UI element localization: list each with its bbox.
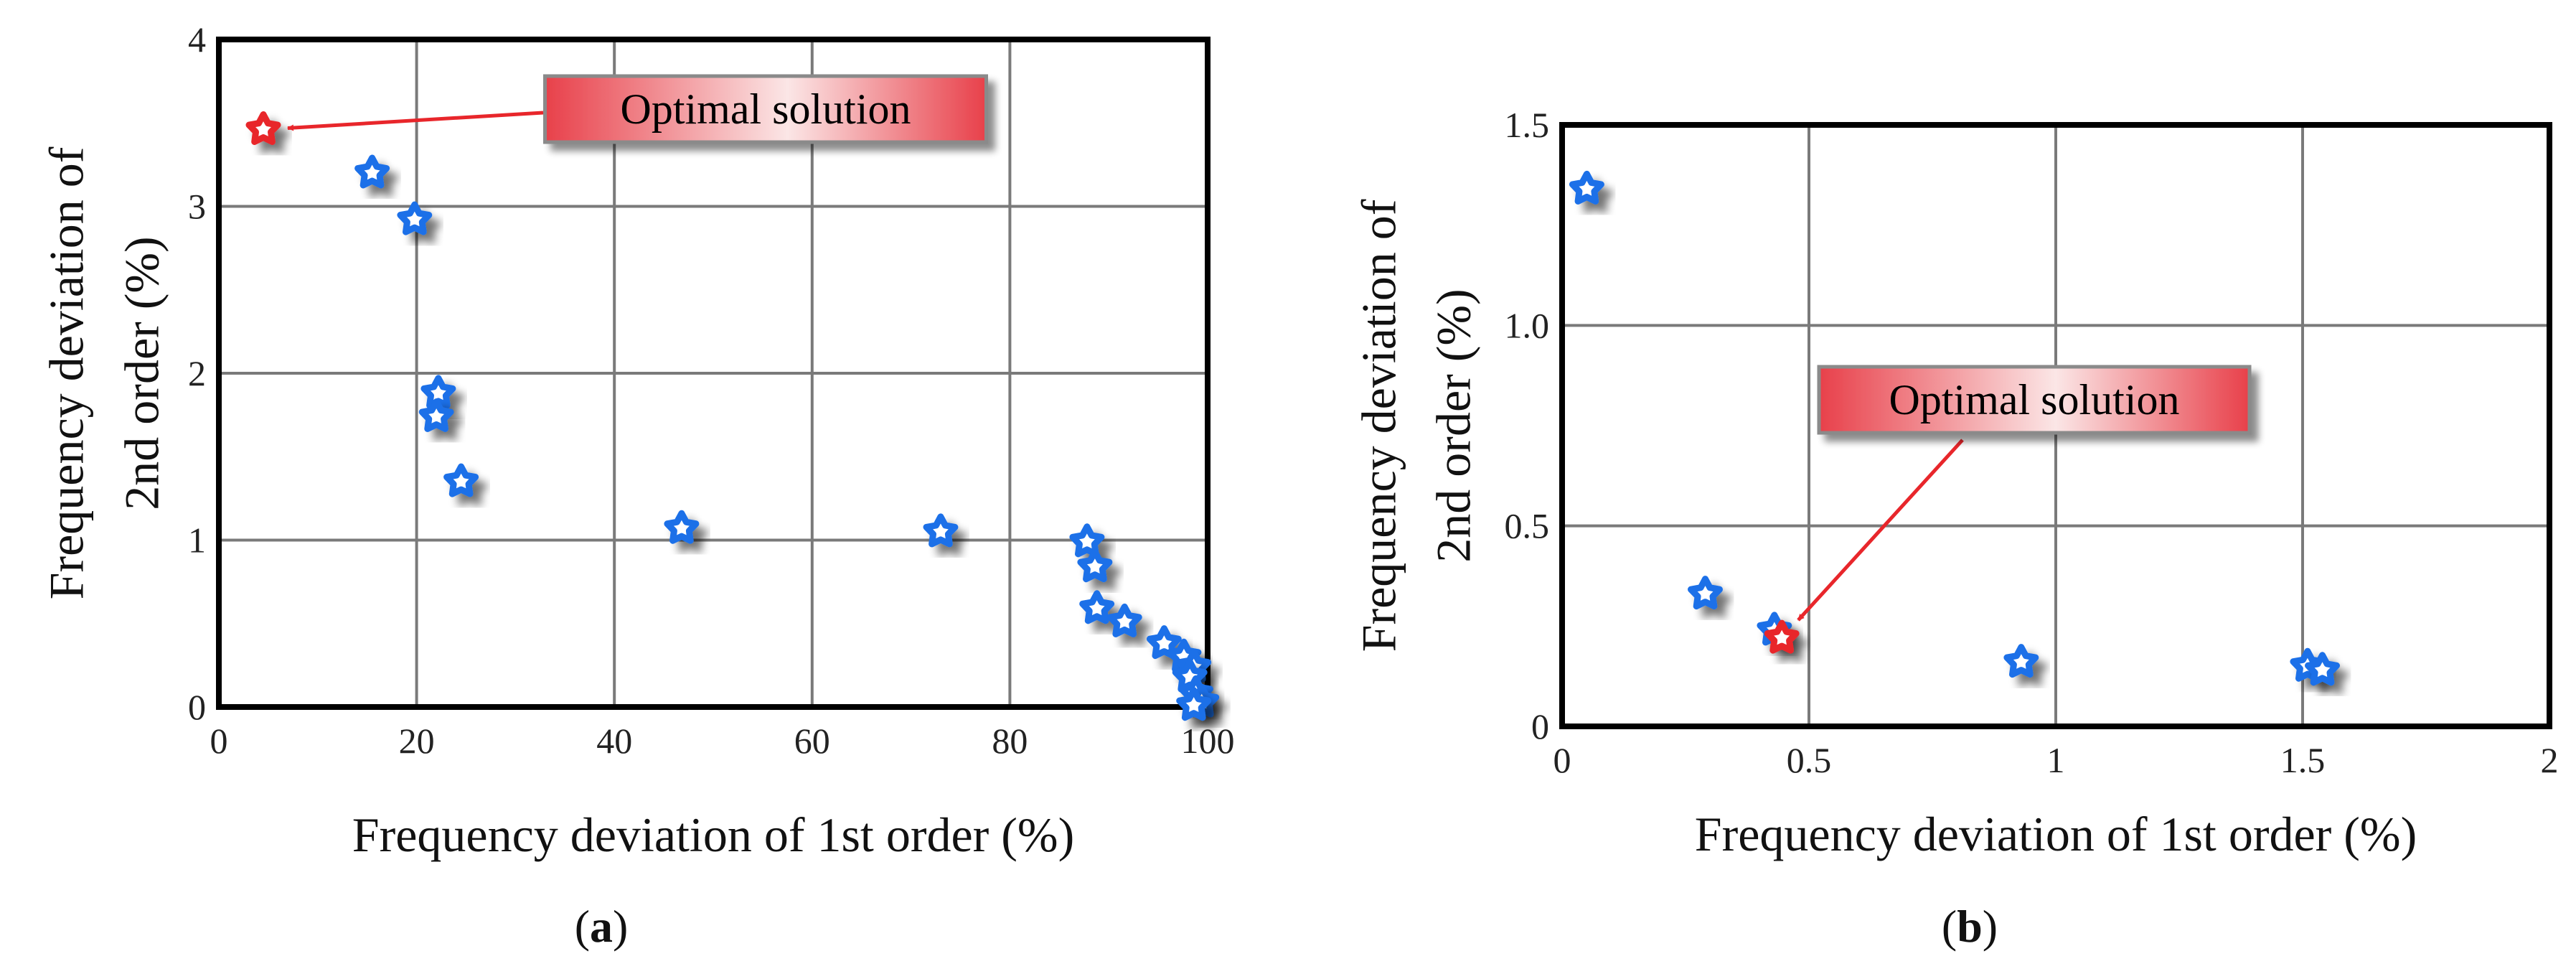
y-tick-label: 2 — [188, 353, 206, 393]
chart-panel-b: 0 0.5 1.0 1.5 0 0.5 1 1.5 2 Frequency deviation… — [1352, 105, 2559, 952]
grid-a — [219, 39, 1208, 707]
annotation-a: Optimal solution — [287, 74, 988, 144]
y-axis-label-line1-a: Frequency deviation of — [39, 146, 94, 599]
y-axis-label-line2-a: 2nd order (%) — [115, 236, 169, 510]
data-point — [1176, 687, 1212, 721]
panel-label-close-paren: ) — [1983, 901, 1998, 952]
x-tick-label: 60 — [794, 721, 830, 761]
annotation-arrow-b — [1797, 439, 1964, 622]
x-tick-label: 0 — [1553, 740, 1571, 780]
y-tick-label: 4 — [188, 19, 206, 60]
data-point — [418, 398, 454, 432]
data-point — [2305, 652, 2340, 686]
y-axis-label-line2-b: 2nd order (%) — [1426, 289, 1481, 562]
x-tick-label: 1 — [2047, 740, 2065, 780]
data-point — [443, 463, 479, 497]
y-ticks-a: 0 1 2 3 4 — [188, 19, 206, 727]
x-tick-label: 0.5 — [1787, 740, 1832, 780]
panel-label-letter-a: a — [590, 901, 613, 952]
annotation-arrow-a — [287, 111, 544, 131]
data-point — [397, 201, 433, 235]
data-points-a — [245, 111, 1220, 721]
annotation-text-b: Optimal solution — [1889, 376, 2180, 423]
x-tick-label: 80 — [992, 721, 1028, 761]
x-axis-label-b: Frequency deviation of 1st order (%) — [1695, 807, 2417, 861]
x-tick-label: 0 — [210, 721, 228, 761]
x-ticks-a: 0 20 40 60 80 100 — [210, 721, 1235, 761]
optimal-point — [1764, 619, 1800, 654]
data-point — [1077, 548, 1113, 583]
annotation-text-a: Optimal solution — [621, 85, 911, 133]
data-point — [1079, 590, 1115, 624]
data-point — [1688, 576, 1723, 610]
y-tick-label: 0.5 — [1505, 506, 1550, 546]
plot-frame-b — [1559, 122, 2552, 729]
x-ticks-b: 0 0.5 1 1.5 2 — [1553, 740, 2559, 780]
data-point — [664, 510, 700, 544]
panel-label-b: (b) — [1942, 901, 1998, 952]
chart-panel-a: 0 1 2 3 4 0 20 40 60 80 100 Frequency deviation o… — [39, 19, 1235, 952]
panel-label-close-paren: ) — [613, 901, 628, 952]
y-tick-label: 0 — [188, 687, 206, 727]
y-tick-label: 1 — [188, 520, 206, 561]
y-tick-label: 1.0 — [1505, 305, 1550, 345]
data-point — [2003, 644, 2039, 678]
plot-frame-a — [216, 37, 1211, 710]
annotation-box-a — [543, 74, 988, 144]
annotation-b: Optimal solution — [1797, 365, 2252, 622]
x-tick-label: 100 — [1181, 721, 1235, 761]
y-ticks-b: 0 0.5 1.0 1.5 — [1505, 105, 1550, 746]
y-tick-label: 1.5 — [1505, 105, 1550, 145]
x-tick-label: 2 — [2541, 740, 2559, 780]
x-axis-label-a: Frequency deviation of 1st order (%) — [352, 807, 1074, 862]
optimal-point — [245, 111, 281, 145]
data-point — [1569, 170, 1604, 205]
y-tick-label: 0 — [1531, 706, 1549, 746]
y-tick-label: 3 — [188, 187, 206, 227]
panel-label-open-paren: ( — [575, 901, 590, 952]
x-tick-label: 20 — [399, 721, 435, 761]
data-points-b — [1569, 170, 2340, 686]
x-tick-label: 40 — [596, 721, 632, 761]
data-point — [1106, 603, 1142, 637]
panel-label-letter-b: b — [1957, 901, 1983, 952]
panel-label-open-paren: ( — [1942, 901, 1957, 952]
panel-label-a: (a) — [575, 901, 629, 952]
data-point — [354, 154, 390, 189]
grid-b — [1562, 125, 2549, 726]
y-axis-label-line1-b: Frequency deviation of — [1352, 199, 1406, 652]
annotation-box-b — [1817, 365, 2252, 435]
data-point — [1069, 523, 1105, 558]
data-point — [923, 513, 959, 548]
x-tick-label: 1.5 — [2280, 740, 2326, 780]
